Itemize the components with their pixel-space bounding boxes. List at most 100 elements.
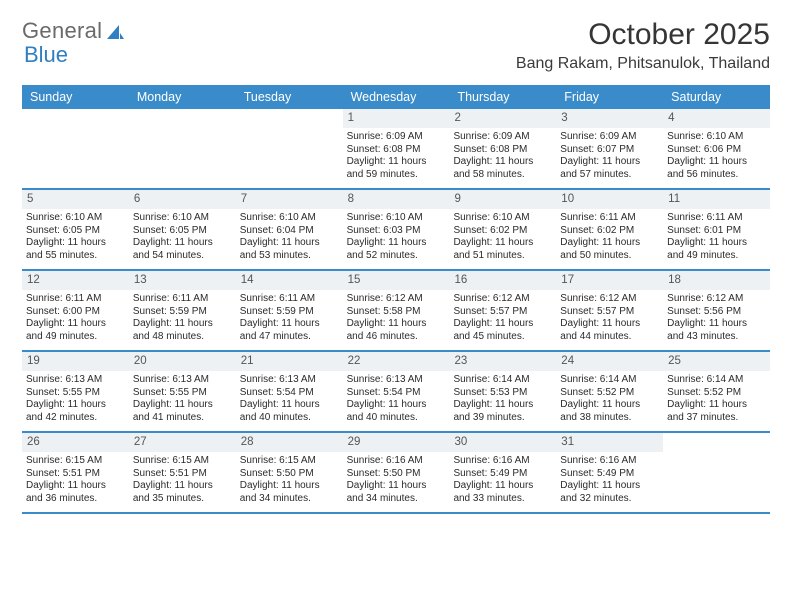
day-cell — [663, 433, 770, 512]
day-number: 23 — [449, 352, 556, 371]
day-number: 28 — [236, 433, 343, 452]
sunrise-text: Sunrise: 6:14 AM — [667, 374, 766, 387]
day-number: 9 — [449, 190, 556, 209]
day-number: 19 — [22, 352, 129, 371]
week-row: 5Sunrise: 6:10 AMSunset: 6:05 PMDaylight… — [22, 190, 770, 271]
week-row: 19Sunrise: 6:13 AMSunset: 5:55 PMDayligh… — [22, 352, 770, 433]
day-cell: 10Sunrise: 6:11 AMSunset: 6:02 PMDayligh… — [556, 190, 663, 269]
daylight-text: Daylight: 11 hours and 34 minutes. — [240, 480, 339, 506]
sunrise-text: Sunrise: 6:09 AM — [347, 131, 446, 144]
weeks-container: 1Sunrise: 6:09 AMSunset: 6:08 PMDaylight… — [22, 109, 770, 514]
sunrise-text: Sunrise: 6:16 AM — [347, 455, 446, 468]
daylight-text: Daylight: 11 hours and 40 minutes. — [347, 399, 446, 425]
daylight-text: Daylight: 11 hours and 51 minutes. — [453, 237, 552, 263]
sunset-text: Sunset: 6:08 PM — [453, 144, 552, 157]
weekday-header: Saturday — [663, 85, 770, 109]
day-cell: 18Sunrise: 6:12 AMSunset: 5:56 PMDayligh… — [663, 271, 770, 350]
weekday-header: Wednesday — [343, 85, 450, 109]
sunrise-text: Sunrise: 6:11 AM — [667, 212, 766, 225]
day-cell: 9Sunrise: 6:10 AMSunset: 6:02 PMDaylight… — [449, 190, 556, 269]
sunset-text: Sunset: 5:50 PM — [240, 468, 339, 481]
daylight-text: Daylight: 11 hours and 46 minutes. — [347, 318, 446, 344]
day-cell: 6Sunrise: 6:10 AMSunset: 6:05 PMDaylight… — [129, 190, 236, 269]
daylight-text: Daylight: 11 hours and 32 minutes. — [560, 480, 659, 506]
day-number: 13 — [129, 271, 236, 290]
title-block: October 2025 Bang Rakam, Phitsanulok, Th… — [516, 18, 770, 73]
day-cell: 5Sunrise: 6:10 AMSunset: 6:05 PMDaylight… — [22, 190, 129, 269]
sunrise-text: Sunrise: 6:12 AM — [453, 293, 552, 306]
sunrise-text: Sunrise: 6:11 AM — [26, 293, 125, 306]
brand-sail-icon — [105, 23, 125, 41]
sunrise-text: Sunrise: 6:12 AM — [560, 293, 659, 306]
daylight-text: Daylight: 11 hours and 52 minutes. — [347, 237, 446, 263]
day-number: 16 — [449, 271, 556, 290]
sunset-text: Sunset: 6:08 PM — [347, 144, 446, 157]
daylight-text: Daylight: 11 hours and 40 minutes. — [240, 399, 339, 425]
weekday-header: Tuesday — [236, 85, 343, 109]
sunrise-text: Sunrise: 6:14 AM — [453, 374, 552, 387]
day-cell — [22, 109, 129, 188]
sunrise-text: Sunrise: 6:10 AM — [347, 212, 446, 225]
sunrise-text: Sunrise: 6:09 AM — [560, 131, 659, 144]
day-cell: 11 Sunrise: 6:11 AMSunset: 6:01 PMDayligh… — [663, 190, 770, 269]
brand-logo: General — [22, 18, 125, 44]
sunset-text: Sunset: 5:58 PM — [347, 306, 446, 319]
sunrise-text: Sunrise: 6:13 AM — [240, 374, 339, 387]
sunset-text: Sunset: 6:01 PM — [667, 225, 766, 238]
day-number: 25 — [663, 352, 770, 371]
day-number: 26 — [22, 433, 129, 452]
day-cell: 26Sunrise: 6:15 AMSunset: 5:51 PMDayligh… — [22, 433, 129, 512]
sunrise-text: Sunrise: 6:16 AM — [560, 455, 659, 468]
daylight-text: Daylight: 11 hours and 36 minutes. — [26, 480, 125, 506]
weekday-header: Sunday — [22, 85, 129, 109]
day-cell: 16Sunrise: 6:12 AMSunset: 5:57 PMDayligh… — [449, 271, 556, 350]
sunrise-text: Sunrise: 6:13 AM — [133, 374, 232, 387]
day-number: 5 — [22, 190, 129, 209]
day-cell: 13Sunrise: 6:11 AMSunset: 5:59 PMDayligh… — [129, 271, 236, 350]
day-number: 30 — [449, 433, 556, 452]
day-cell: 30Sunrise: 6:16 AMSunset: 5:49 PMDayligh… — [449, 433, 556, 512]
day-number: 1 — [343, 109, 450, 128]
day-number: 18 — [663, 271, 770, 290]
sunset-text: Sunset: 5:54 PM — [240, 387, 339, 400]
sunrise-text: Sunrise: 6:10 AM — [240, 212, 339, 225]
daylight-text: Daylight: 11 hours and 35 minutes. — [133, 480, 232, 506]
sunrise-text: Sunrise: 6:13 AM — [26, 374, 125, 387]
day-number: 8 — [343, 190, 450, 209]
day-number: 3 — [556, 109, 663, 128]
day-number: 21 — [236, 352, 343, 371]
sunset-text: Sunset: 5:54 PM — [347, 387, 446, 400]
week-row: 12Sunrise: 6:11 AMSunset: 6:00 PMDayligh… — [22, 271, 770, 352]
day-cell: 7Sunrise: 6:10 AMSunset: 6:04 PMDaylight… — [236, 190, 343, 269]
sunset-text: Sunset: 6:06 PM — [667, 144, 766, 157]
weekday-header: Monday — [129, 85, 236, 109]
sunset-text: Sunset: 5:49 PM — [453, 468, 552, 481]
day-number: 14 — [236, 271, 343, 290]
sunrise-text: Sunrise: 6:15 AM — [240, 455, 339, 468]
brand-word-2: Blue — [24, 42, 68, 68]
sunrise-text: Sunrise: 6:11 AM — [560, 212, 659, 225]
daylight-text: Daylight: 11 hours and 49 minutes. — [26, 318, 125, 344]
sunset-text: Sunset: 5:57 PM — [453, 306, 552, 319]
day-number — [236, 109, 343, 113]
day-cell: 15 Sunrise: 6:12 AMSunset: 5:58 PMDayligh… — [343, 271, 450, 350]
sunset-text: Sunset: 5:55 PM — [26, 387, 125, 400]
weekday-header: Friday — [556, 85, 663, 109]
day-number: 4 — [663, 109, 770, 128]
day-number: 15 — [343, 271, 450, 290]
daylight-text: Daylight: 11 hours and 59 minutes. — [347, 156, 446, 182]
sunrise-text: Sunrise: 6:12 AM — [347, 293, 446, 306]
daylight-text: Daylight: 11 hours and 49 minutes. — [667, 237, 766, 263]
header: General October 2025 Bang Rakam, Phitsan… — [22, 18, 770, 73]
day-cell: 27Sunrise: 6:15 AMSunset: 5:51 PMDayligh… — [129, 433, 236, 512]
sunrise-text: Sunrise: 6:11 AM — [133, 293, 232, 306]
weekday-header-row: SundayMondayTuesdayWednesdayThursdayFrid… — [22, 85, 770, 109]
sunset-text: Sunset: 6:00 PM — [26, 306, 125, 319]
sunset-text: Sunset: 6:02 PM — [453, 225, 552, 238]
day-cell: 17Sunrise: 6:12 AMSunset: 5:57 PMDayligh… — [556, 271, 663, 350]
sunrise-text: Sunrise: 6:10 AM — [133, 212, 232, 225]
day-number: 11 — [663, 190, 770, 209]
day-cell: 29Sunrise: 6:16 AMSunset: 5:50 PMDayligh… — [343, 433, 450, 512]
day-cell: 14Sunrise: 6:11 AMSunset: 5:59 PMDayligh… — [236, 271, 343, 350]
day-cell: 24Sunrise: 6:14 AMSunset: 5:52 PMDayligh… — [556, 352, 663, 431]
